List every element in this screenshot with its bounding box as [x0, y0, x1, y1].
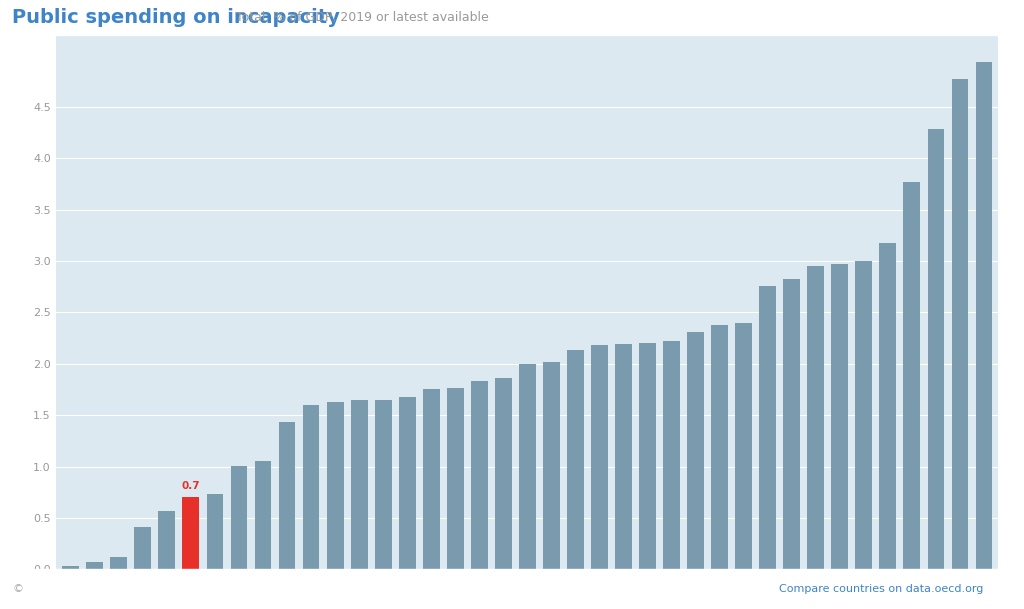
- Text: Total, % of GDP, 2019 or latest available: Total, % of GDP, 2019 or latest availabl…: [236, 11, 488, 24]
- Bar: [111, 557, 127, 569]
- Text: Public spending on incapacity: Public spending on incapacity: [12, 8, 340, 27]
- Bar: [62, 566, 79, 569]
- Bar: [86, 562, 103, 569]
- Bar: [471, 381, 487, 569]
- Bar: [687, 332, 703, 569]
- Text: ©: ©: [12, 584, 24, 594]
- Bar: [712, 325, 728, 569]
- Bar: [976, 63, 992, 569]
- Bar: [279, 423, 296, 569]
- Bar: [807, 266, 824, 569]
- Bar: [423, 390, 439, 569]
- Bar: [182, 498, 200, 569]
- Text: 0.7: 0.7: [181, 481, 201, 491]
- Bar: [903, 181, 921, 569]
- Bar: [759, 286, 776, 569]
- Bar: [855, 261, 872, 569]
- Bar: [350, 400, 368, 569]
- Bar: [375, 400, 391, 569]
- Bar: [230, 465, 248, 569]
- Bar: [446, 389, 464, 569]
- Bar: [928, 129, 944, 569]
- Text: Compare countries on data.oecd.org: Compare countries on data.oecd.org: [778, 584, 983, 594]
- Bar: [134, 527, 152, 569]
- Bar: [543, 362, 560, 569]
- Bar: [735, 323, 752, 569]
- Bar: [783, 280, 800, 569]
- Bar: [664, 341, 680, 569]
- Bar: [951, 79, 969, 569]
- Bar: [303, 405, 319, 569]
- Bar: [327, 402, 343, 569]
- Bar: [831, 264, 848, 569]
- Bar: [519, 364, 536, 569]
- Bar: [398, 396, 416, 569]
- Bar: [591, 345, 608, 569]
- Bar: [495, 378, 512, 569]
- Bar: [159, 511, 175, 569]
- Bar: [639, 343, 656, 569]
- Bar: [255, 462, 271, 569]
- Bar: [567, 350, 584, 569]
- Bar: [615, 344, 632, 569]
- Bar: [880, 244, 896, 569]
- Bar: [207, 495, 223, 569]
